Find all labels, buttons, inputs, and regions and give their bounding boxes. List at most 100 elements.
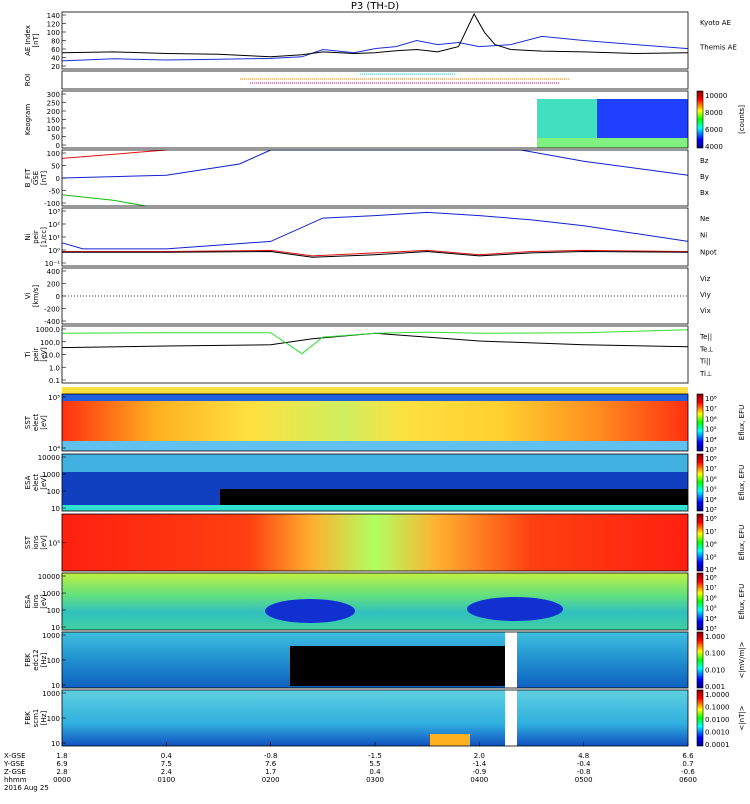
ae-ylabel: AE Index [24,25,32,56]
bfit-ytick-label: -100 [44,200,60,208]
x-tick-t: 0400 [470,776,488,784]
fbk_b-colorbar-tick: 0.0010 [705,729,730,737]
esa-electron-upper [62,454,688,472]
fbk_e-colorbar-label: <|mV/m|> [738,641,746,678]
fbk_e-ylabel: [Hz] [40,653,48,668]
sst_i-colorbar-tick: 10⁴ [705,566,717,574]
sst_i-ytick-label: 10⁵ [48,540,60,548]
ni-ytick-label: 10⁻¹ [45,260,61,268]
bx-line [61,149,689,179]
sst_e-colorbar-tick: 10⁷ [705,405,717,413]
esa_e-colorbar-label: Eflux, EFU [738,465,746,500]
esa_i-frame [61,572,689,631]
vi-ytick-label: 0 [56,293,60,301]
x-tick-x: 2.0 [474,752,485,760]
x-tick-z: 2.4 [161,768,173,776]
ae-ytick-label: 100 [47,29,60,37]
x-tick-t: 0100 [157,776,175,784]
date-label: 2016 Aug 25 [4,784,49,792]
x-tick-x: -1.5 [368,752,382,760]
spectrogram-layer [62,91,703,746]
keogram-ytick-label: 0 [56,142,60,150]
x-tick-x: 0.4 [161,752,173,760]
fbk-scm-burst [430,734,470,746]
x-tick-t: 0300 [366,776,384,784]
bfit-frame [61,149,689,207]
fbk_b-colorbar-label: <|nT|> [738,705,746,730]
keogram-ytick-label: 100 [47,125,60,133]
keogram-colorbar-tick: 8000 [705,109,723,117]
esa-ion-blob-left [265,599,355,623]
vi-ylabel: Vi [24,293,32,300]
ae-legend-entry: Kyoto AE [700,19,731,27]
esa-electron-bottom [62,505,688,511]
ti-ytick-label: 10.0 [44,352,60,360]
keogram-colorbar-tick: 4000 [705,143,723,151]
bfit-legend-entry: By [700,173,709,181]
sst_e-ytick-label: 10⁴ [48,445,60,453]
sst_i-colorbar-tick: 10⁶ [705,541,717,549]
ae-ylabel: [nT] [32,33,40,47]
esa-ion-spectrogram [62,573,688,630]
ae-legend-entry: Themis AE [699,44,737,52]
keogram-colorbar [697,91,703,148]
esa_i-ytick-label: 10000 [38,573,60,581]
esa_e-colorbar-tick: 10⁵ [705,486,717,494]
sst_e-colorbar [697,394,703,451]
fbk_e-colorbar-tick: 1.000 [705,633,725,641]
ae-ytick-label: 20 [51,63,60,71]
fbk_e-ylabel: FBK [24,653,32,667]
sst_e-ytick-label: 10⁵ [48,394,60,402]
sst_i-ylabel: ions [32,535,40,550]
x-tick-z: -0.9 [472,768,486,776]
keogram-ytick-label: 250 [47,100,60,108]
x-tick-y: 6.9 [56,760,67,768]
fbk_b-ylabel: [Hz] [40,711,48,726]
fbk-edc-dark [290,646,505,686]
ti-par-line [61,329,689,355]
x-tick-y: 7.5 [161,760,172,768]
esa_i-ylabel: ions [32,594,40,609]
esa_e-ylabel: elect [32,474,40,491]
ae-ytick-label: 120 [47,21,60,29]
esa_i-ytick-label: 10 [51,624,60,632]
esa_e-colorbar-frame [696,453,704,512]
x-tick-z: -0.8 [577,768,591,776]
bz-line [61,149,167,159]
keogram-ylabel: Keogram [24,104,32,135]
x-axis-row-name: Z-GSE [4,768,26,776]
ti-legend-entry: Ti⊥ [699,370,712,378]
esa_e-colorbar-tick: 10⁶ [705,475,717,483]
sst_e-colorbar-frame [696,393,704,452]
esa_e-colorbar [697,454,703,511]
sst-electron-header-band [62,387,688,394]
sst_e-ylabel: elect [32,414,40,431]
vi-ytick-label: 200 [47,281,60,289]
vi-ytick-label: 400 [47,268,60,276]
ni-ytick-label: 10⁰ [48,247,60,255]
esa_e-colorbar-tick: 10⁸ [705,455,717,463]
fbk_b-colorbar [697,690,703,746]
esa_e-colorbar-tick: 10⁴ [705,496,717,504]
x-tick-x: 4.8 [578,752,589,760]
vi-legend-entry: Viy [700,291,711,299]
fbk_e-colorbar-tick: 0.100 [705,650,725,658]
esa_i-ytick-label: 1000 [42,590,60,598]
esa_e-colorbar-tick: 10⁷ [705,465,717,473]
ti-ytick-label: 1.0 [49,364,60,372]
ti-legend-entry: Ti|| [699,358,711,366]
bfit-ytick-label: 100 [47,150,60,158]
esa_e-ytick-label: 100 [47,488,60,496]
esa_i-colorbar-tick: 10⁶ [705,594,717,602]
fbk_b-ylabel: FBK [24,711,32,725]
themis-ae-line [61,12,689,58]
kyoto-ae-line [61,35,689,62]
esa_i-colorbar-tick: 10³ [705,625,717,633]
sst_e-frame [61,393,689,452]
sst_i-colorbar [697,514,703,571]
bfit-ylabel: B_FIT [24,168,32,187]
x-tick-y: 5.5 [369,760,380,768]
x-tick-x: -0.8 [264,752,278,760]
sst-electron-top-band [62,394,688,401]
